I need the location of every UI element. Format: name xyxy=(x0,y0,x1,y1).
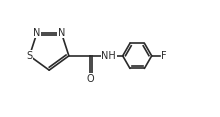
Text: N: N xyxy=(58,28,65,38)
Text: O: O xyxy=(86,74,94,84)
Text: F: F xyxy=(161,51,167,61)
Text: S: S xyxy=(26,51,33,61)
Text: NH: NH xyxy=(101,51,116,61)
Text: N: N xyxy=(33,28,41,38)
